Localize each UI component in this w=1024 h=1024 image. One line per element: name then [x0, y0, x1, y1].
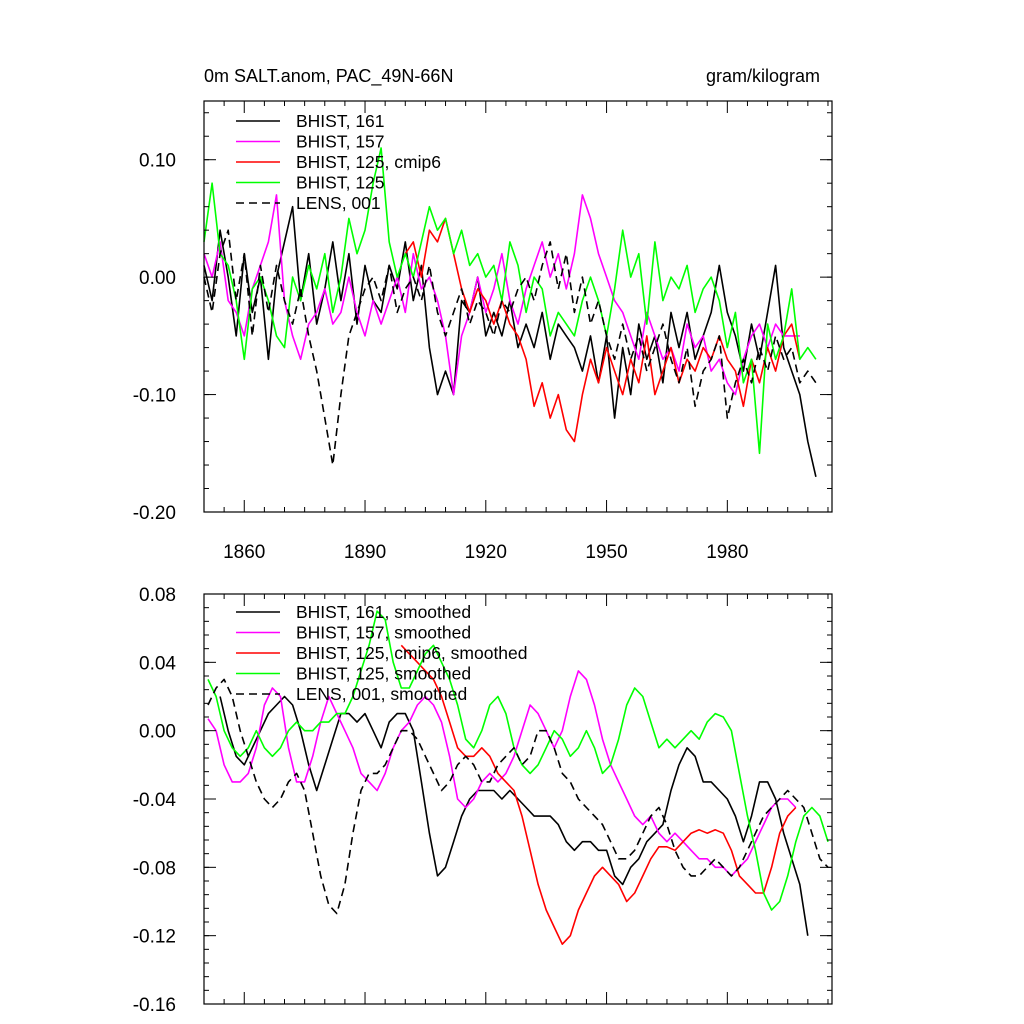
top-panel-raw: 1860 1890 1920 1950 1980 -0.20 -0.10 0.00 0.10 BH…: [133, 100, 833, 563]
legend-label-4: BHIST, 125, smoothed: [296, 664, 471, 684]
x-tick-label: 1860: [223, 542, 265, 563]
units-label: gram/kilogram: [706, 66, 820, 86]
legend-label-5: LENS, 001, smoothed: [296, 684, 467, 704]
legend-label-1: BHIST, 161: [296, 111, 385, 131]
y-tick-label: -0.08: [133, 858, 176, 879]
y-tick-label: 0.08: [139, 585, 176, 606]
series-line-2: [203, 194, 800, 396]
legend-label-5: LENS, 001: [296, 193, 381, 213]
x-tick-label: 1980: [706, 542, 748, 563]
y-tick-label: -0.20: [133, 503, 176, 524]
y-tick-label: -0.16: [133, 995, 176, 1016]
y-tick-label: -0.10: [133, 386, 176, 407]
plot-frame: [203, 100, 833, 513]
series-line-1: [219, 695, 809, 936]
y-tick-label: 0.00: [139, 268, 176, 289]
bottom-panel-smoothed: -0.16 -0.12 -0.08 -0.04 0.00 0.04 0.08 BHIST, 1…: [133, 585, 833, 1016]
legend-label-3: BHIST, 125, cmip6: [296, 152, 441, 172]
series-line-5: [207, 678, 829, 915]
legend-label-4: BHIST, 125: [296, 173, 385, 193]
y-tick-label: -0.12: [133, 927, 176, 948]
series-line-4: [203, 147, 817, 455]
y-tick-label: 0.04: [139, 653, 176, 674]
legend-label-1: BHIST, 161, smoothed: [296, 602, 471, 622]
x-tick-label: 1920: [465, 542, 507, 563]
series-line-5: [203, 229, 817, 466]
series-line-3: [400, 644, 797, 945]
y-tick-label: -0.04: [133, 790, 177, 811]
x-tick-label: 1890: [344, 542, 386, 563]
y-tick-label: 0.10: [139, 151, 176, 172]
series-line-3: [404, 217, 801, 443]
y-tick-label: 0.00: [139, 722, 176, 743]
legend-label-2: BHIST, 157, smoothed: [296, 623, 471, 643]
legend-label-2: BHIST, 157: [296, 132, 385, 152]
x-tick-label: 1950: [585, 542, 627, 563]
chart-title: 0m SALT.anom, PAC_49N-66N: [204, 66, 453, 87]
legend-label-3: BHIST, 125, cmip6, smoothed: [296, 643, 528, 663]
